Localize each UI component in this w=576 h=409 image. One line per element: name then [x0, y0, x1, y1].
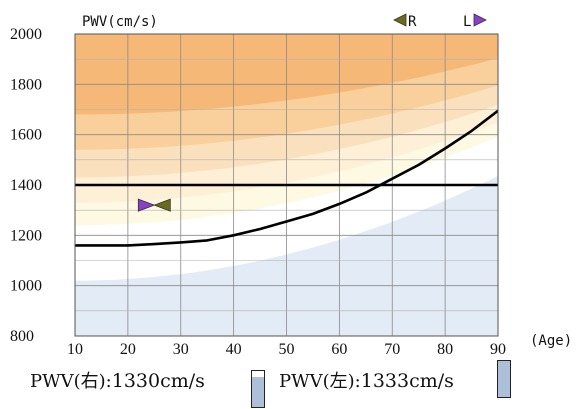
left-legend-label: L — [463, 14, 471, 30]
x-tick-labels: 10 20 30 40 50 60 70 80 90 — [67, 341, 506, 358]
patient-marker — [137, 198, 171, 212]
patient-left-arrow-icon — [137, 198, 156, 212]
y-tick-label: 1200 — [10, 227, 42, 244]
x-tick-label: 80 — [437, 341, 453, 358]
series-lines — [75, 109, 498, 247]
x-tick-label: 60 — [331, 341, 347, 358]
x-tick-label: 20 — [120, 341, 136, 358]
pwv-right-value: 1330cm/s — [111, 370, 205, 392]
x-tick-label: 50 — [279, 341, 295, 358]
pwv-right-label: PWV(右): — [30, 371, 112, 392]
right-arrow-icon — [393, 13, 407, 27]
pwv-left-readout: PWV(左):1333cm/s — [279, 366, 454, 396]
x-tick-label: 90 — [490, 341, 506, 358]
y-tick-label: 1400 — [10, 177, 42, 194]
pwv-left-label: PWV(左): — [279, 371, 361, 392]
pwv-right-readout: PWV(右):1330cm/s — [30, 366, 205, 396]
left-arrow-icon — [473, 13, 487, 27]
series-line-0 — [75, 109, 498, 247]
x-axis-title: (Age) — [530, 333, 572, 349]
x-tick-label: 10 — [67, 341, 83, 358]
x-tick-label: 30 — [173, 341, 189, 358]
pwv-left-value: 1333cm/s — [360, 370, 454, 392]
y-tick-label: 800 — [10, 328, 34, 345]
y-tick-label: 1000 — [10, 278, 42, 295]
left-marker-legend: L — [463, 13, 487, 30]
pwv-left-bar — [497, 360, 511, 398]
y-tick-labels: 800 1000 1200 1400 1600 1800 2000 — [10, 26, 42, 345]
patient-right-arrow-icon — [153, 198, 171, 212]
y-axis-title: PWV(cm/s) — [82, 14, 158, 30]
y-tick-label: 2000 — [10, 26, 42, 43]
right-marker-legend: R — [393, 13, 417, 30]
y-tick-label: 1800 — [10, 76, 42, 93]
pwv-right-bar — [251, 370, 265, 408]
x-tick-label: 70 — [384, 341, 400, 358]
right-legend-label: R — [408, 14, 417, 30]
y-tick-label: 1600 — [10, 127, 42, 144]
x-tick-label: 40 — [226, 341, 242, 358]
plot-frame — [74, 33, 499, 337]
